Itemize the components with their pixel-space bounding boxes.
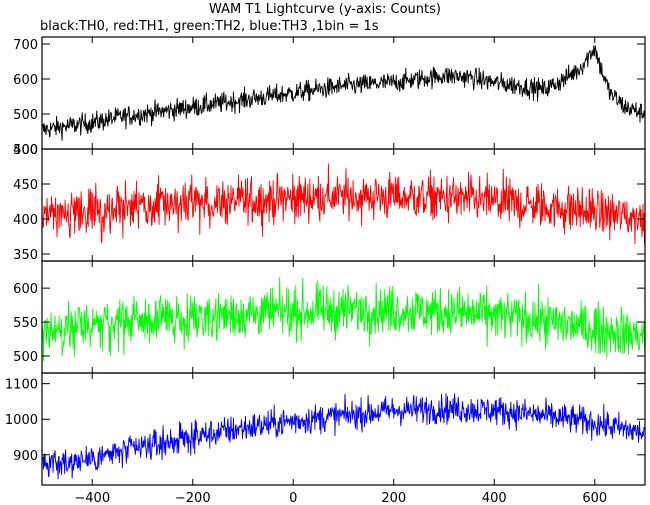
panel-frame xyxy=(41,36,646,150)
series-TH3 xyxy=(42,393,645,480)
x-tick-label: 400 xyxy=(482,491,507,505)
y-tick-label: 700 xyxy=(13,38,38,53)
panel-TH1: 350 400 450 500 xyxy=(13,143,646,263)
y-tick-label: 350 xyxy=(13,248,38,263)
series-TH2 xyxy=(42,277,645,362)
x-tick-label: 0 xyxy=(289,491,297,505)
x-tick-label: 600 xyxy=(582,491,607,505)
y-tick-label: 1000 xyxy=(5,413,38,428)
x-axis-ticks: −400 −200 0 200 400 600 xyxy=(74,491,607,505)
x-tick-label: −200 xyxy=(175,491,211,505)
y-tick-label: 500 xyxy=(13,108,38,123)
x-tick-label: −400 xyxy=(74,491,110,505)
y-tick-label: 400 xyxy=(13,143,38,158)
panel-frame xyxy=(41,372,646,486)
y-tick-label: 450 xyxy=(13,178,38,193)
x-tick-label: 200 xyxy=(381,491,406,505)
y-tick-label: 900 xyxy=(13,449,38,464)
chart-title: WAM T1 Lightcurve (y-axis: Counts) xyxy=(209,2,441,17)
y-tick-label: 600 xyxy=(13,73,38,88)
panels-group: 4005006007003504004505005005506009001000… xyxy=(5,36,646,486)
y-tick-label: 1100 xyxy=(5,378,38,393)
y-tick-label: 600 xyxy=(13,282,38,297)
chart-subtitle: black:TH0, red:TH1, green:TH2, blue:TH3 … xyxy=(40,19,379,34)
y-tick-label: 500 xyxy=(13,143,38,158)
y-tick-label: 500 xyxy=(13,350,38,365)
series-TH1 xyxy=(42,163,645,245)
series-TH0 xyxy=(42,45,645,141)
panel-TH3: 900 1000 1100 xyxy=(5,372,646,486)
y-tick-label: 550 xyxy=(13,316,38,331)
panel-TH2: 500 550 600 xyxy=(13,260,646,374)
y-tick-label: 400 xyxy=(13,213,38,228)
